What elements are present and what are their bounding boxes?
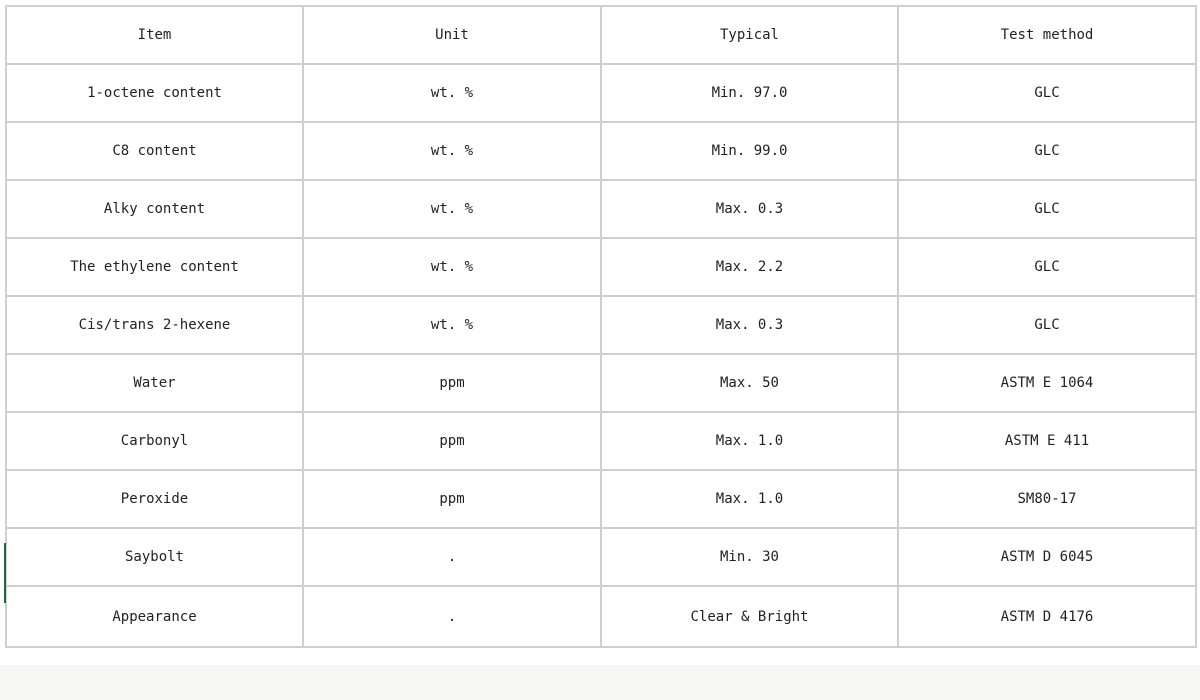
table-cell[interactable]: Max. 0.3: [600, 179, 899, 239]
table-cell[interactable]: C8 content: [5, 121, 304, 181]
table-cell[interactable]: Alky content: [5, 179, 304, 239]
cell-selection-indicator: [4, 543, 6, 603]
table-cell[interactable]: ppm: [302, 353, 602, 413]
header-cell[interactable]: Test method: [897, 5, 1197, 65]
table-row: Alky content wt. % Max. 0.3 GLC: [5, 179, 1197, 239]
table-row: Saybolt. Min. 30 ASTM D 6045: [5, 527, 1197, 587]
table-cell[interactable]: Min. 97.0: [600, 63, 899, 123]
table-cell[interactable]: 1-octene content: [5, 63, 304, 123]
table-row: 1-octene content wt. % Min. 97.0 GLC: [5, 63, 1197, 123]
spec-table: Item Unit Typical Test method 1-octene c…: [5, 5, 1197, 648]
table-cell[interactable]: Max. 1.0: [600, 469, 899, 529]
table-cell[interactable]: Max. 1.0: [600, 411, 899, 471]
table-cell[interactable]: GLC: [897, 295, 1197, 355]
table-cell[interactable]: Appearance: [5, 585, 304, 648]
table-cell[interactable]: Saybolt: [5, 527, 304, 587]
table-cell[interactable]: GLC: [897, 237, 1197, 297]
table-cell[interactable]: .: [302, 527, 602, 587]
table-cell[interactable]: Cis/trans 2-hexene: [5, 295, 304, 355]
table-cell[interactable]: ASTM D 6045: [897, 527, 1197, 587]
table-row: C8 content wt. % Min. 99.0 GLC: [5, 121, 1197, 181]
table-cell[interactable]: ASTM E 1064: [897, 353, 1197, 413]
table-cell[interactable]: Carbonyl: [5, 411, 304, 471]
table-cell[interactable]: Min. 30: [600, 527, 899, 587]
table-cell[interactable]: ASTM D 4176: [897, 585, 1197, 648]
table-cell[interactable]: ppm: [302, 411, 602, 471]
table-row: Appearance. Clear & Bright ASTM D 4176: [5, 585, 1197, 648]
table-cell[interactable]: wt. %: [302, 63, 602, 123]
table-cell[interactable]: ASTM E 411: [897, 411, 1197, 471]
table-cell[interactable]: GLC: [897, 63, 1197, 123]
table-cell[interactable]: Peroxide: [5, 469, 304, 529]
header-row: Item Unit Typical Test method: [5, 5, 1197, 65]
table-cell[interactable]: The ethylene content: [5, 237, 304, 297]
table-cell[interactable]: GLC: [897, 179, 1197, 239]
table-cell[interactable]: Max. 50: [600, 353, 899, 413]
table-cell[interactable]: Min. 99.0: [600, 121, 899, 181]
table-cell[interactable]: Water: [5, 353, 304, 413]
table-cell[interactable]: wt. %: [302, 237, 602, 297]
table-cell[interactable]: wt. %: [302, 179, 602, 239]
table-cell[interactable]: Max. 2.2: [600, 237, 899, 297]
table-cell[interactable]: .: [302, 585, 602, 648]
header-cell[interactable]: Typical: [600, 5, 899, 65]
table-cell[interactable]: wt. %: [302, 121, 602, 181]
table-row: The ethylene content wt. % Max. 2.2 GLC: [5, 237, 1197, 297]
header-cell[interactable]: Unit: [302, 5, 602, 65]
table-cell[interactable]: ppm: [302, 469, 602, 529]
table-cell[interactable]: SM80-17: [897, 469, 1197, 529]
table-row: Peroxide ppm Max. 1.0 SM80-17: [5, 469, 1197, 529]
table-cell[interactable]: Max. 0.3: [600, 295, 899, 355]
table-row: Cis/trans 2-hexene wt. % Max. 0.3 GLC: [5, 295, 1197, 355]
table-cell[interactable]: Clear & Bright: [600, 585, 899, 648]
spreadsheet: Item Unit Typical Test method 1-octene c…: [0, 0, 1200, 665]
table-cell[interactable]: wt. %: [302, 295, 602, 355]
table-row: Carbonyl ppm Max. 1.0 ASTM E 411: [5, 411, 1197, 471]
table-row: Water ppm Max. 50 ASTM E 1064: [5, 353, 1197, 413]
table-cell[interactable]: GLC: [897, 121, 1197, 181]
header-cell[interactable]: Item: [5, 5, 304, 65]
